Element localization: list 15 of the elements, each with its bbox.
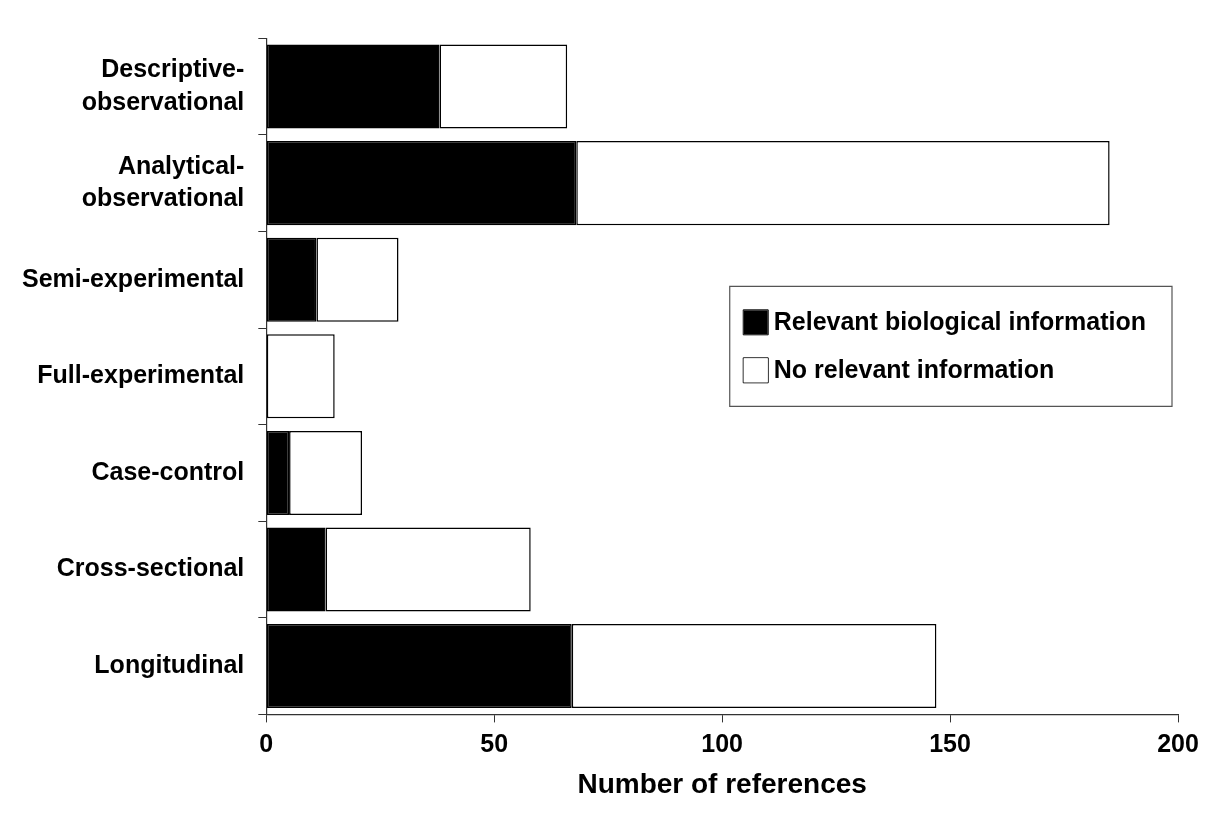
x-tick-label: 0 bbox=[259, 729, 274, 758]
y-tick-label: Semi-experimental bbox=[21, 263, 245, 292]
y-tick-label: Descriptive-observational bbox=[81, 54, 245, 115]
y-tick-label: Case-control bbox=[91, 456, 245, 485]
y-tick-label: Cross-sectional bbox=[56, 553, 245, 582]
legend-label: No relevant information bbox=[773, 355, 1055, 384]
x-axis-title: Number of references bbox=[577, 767, 867, 799]
x-tick-label: 100 bbox=[701, 729, 744, 758]
x-tick-label: 50 bbox=[480, 729, 509, 758]
y-tick-label: Longitudinal bbox=[94, 649, 245, 678]
x-tick-label: 150 bbox=[929, 729, 971, 758]
y-tick-label: Full-experimental bbox=[37, 360, 245, 389]
legend-label: Relevant biological information bbox=[773, 307, 1146, 336]
y-tick-label: Analytical-observational bbox=[81, 150, 245, 212]
x-tick-label: 200 bbox=[1157, 729, 1199, 758]
